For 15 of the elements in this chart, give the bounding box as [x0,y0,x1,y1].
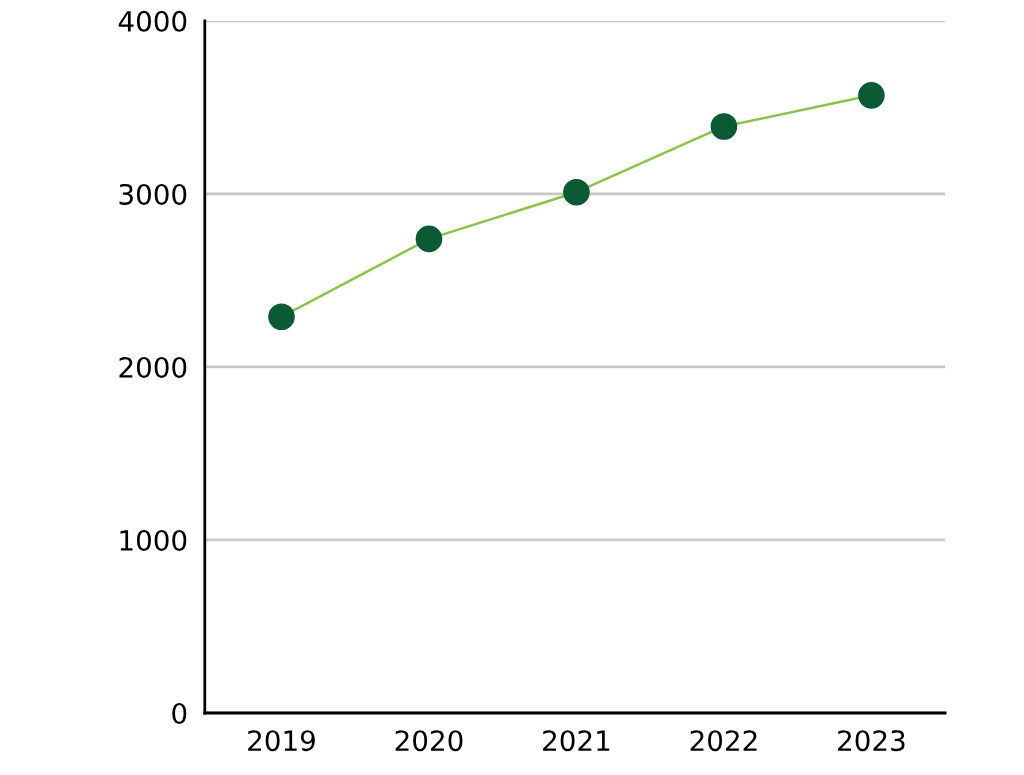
x-tick-label: 2022 [690,730,757,752]
x-tick-label: 2019 [248,730,315,752]
point [268,303,295,331]
y-tick-label: 2000 [119,356,187,378]
point [710,113,738,140]
y-tick-label: 3000 [119,183,187,205]
y-tick-label: 4000 [118,10,187,32]
point [415,225,443,253]
y-tick-label: 1000 [120,529,187,551]
point [563,178,590,206]
y-tick-label: 0 [172,702,187,724]
x-tick-label: 2021 [543,730,610,752]
x-tick-label: 2023 [838,730,905,752]
x-tick-label: 2020 [395,730,463,752]
point [858,82,885,109]
